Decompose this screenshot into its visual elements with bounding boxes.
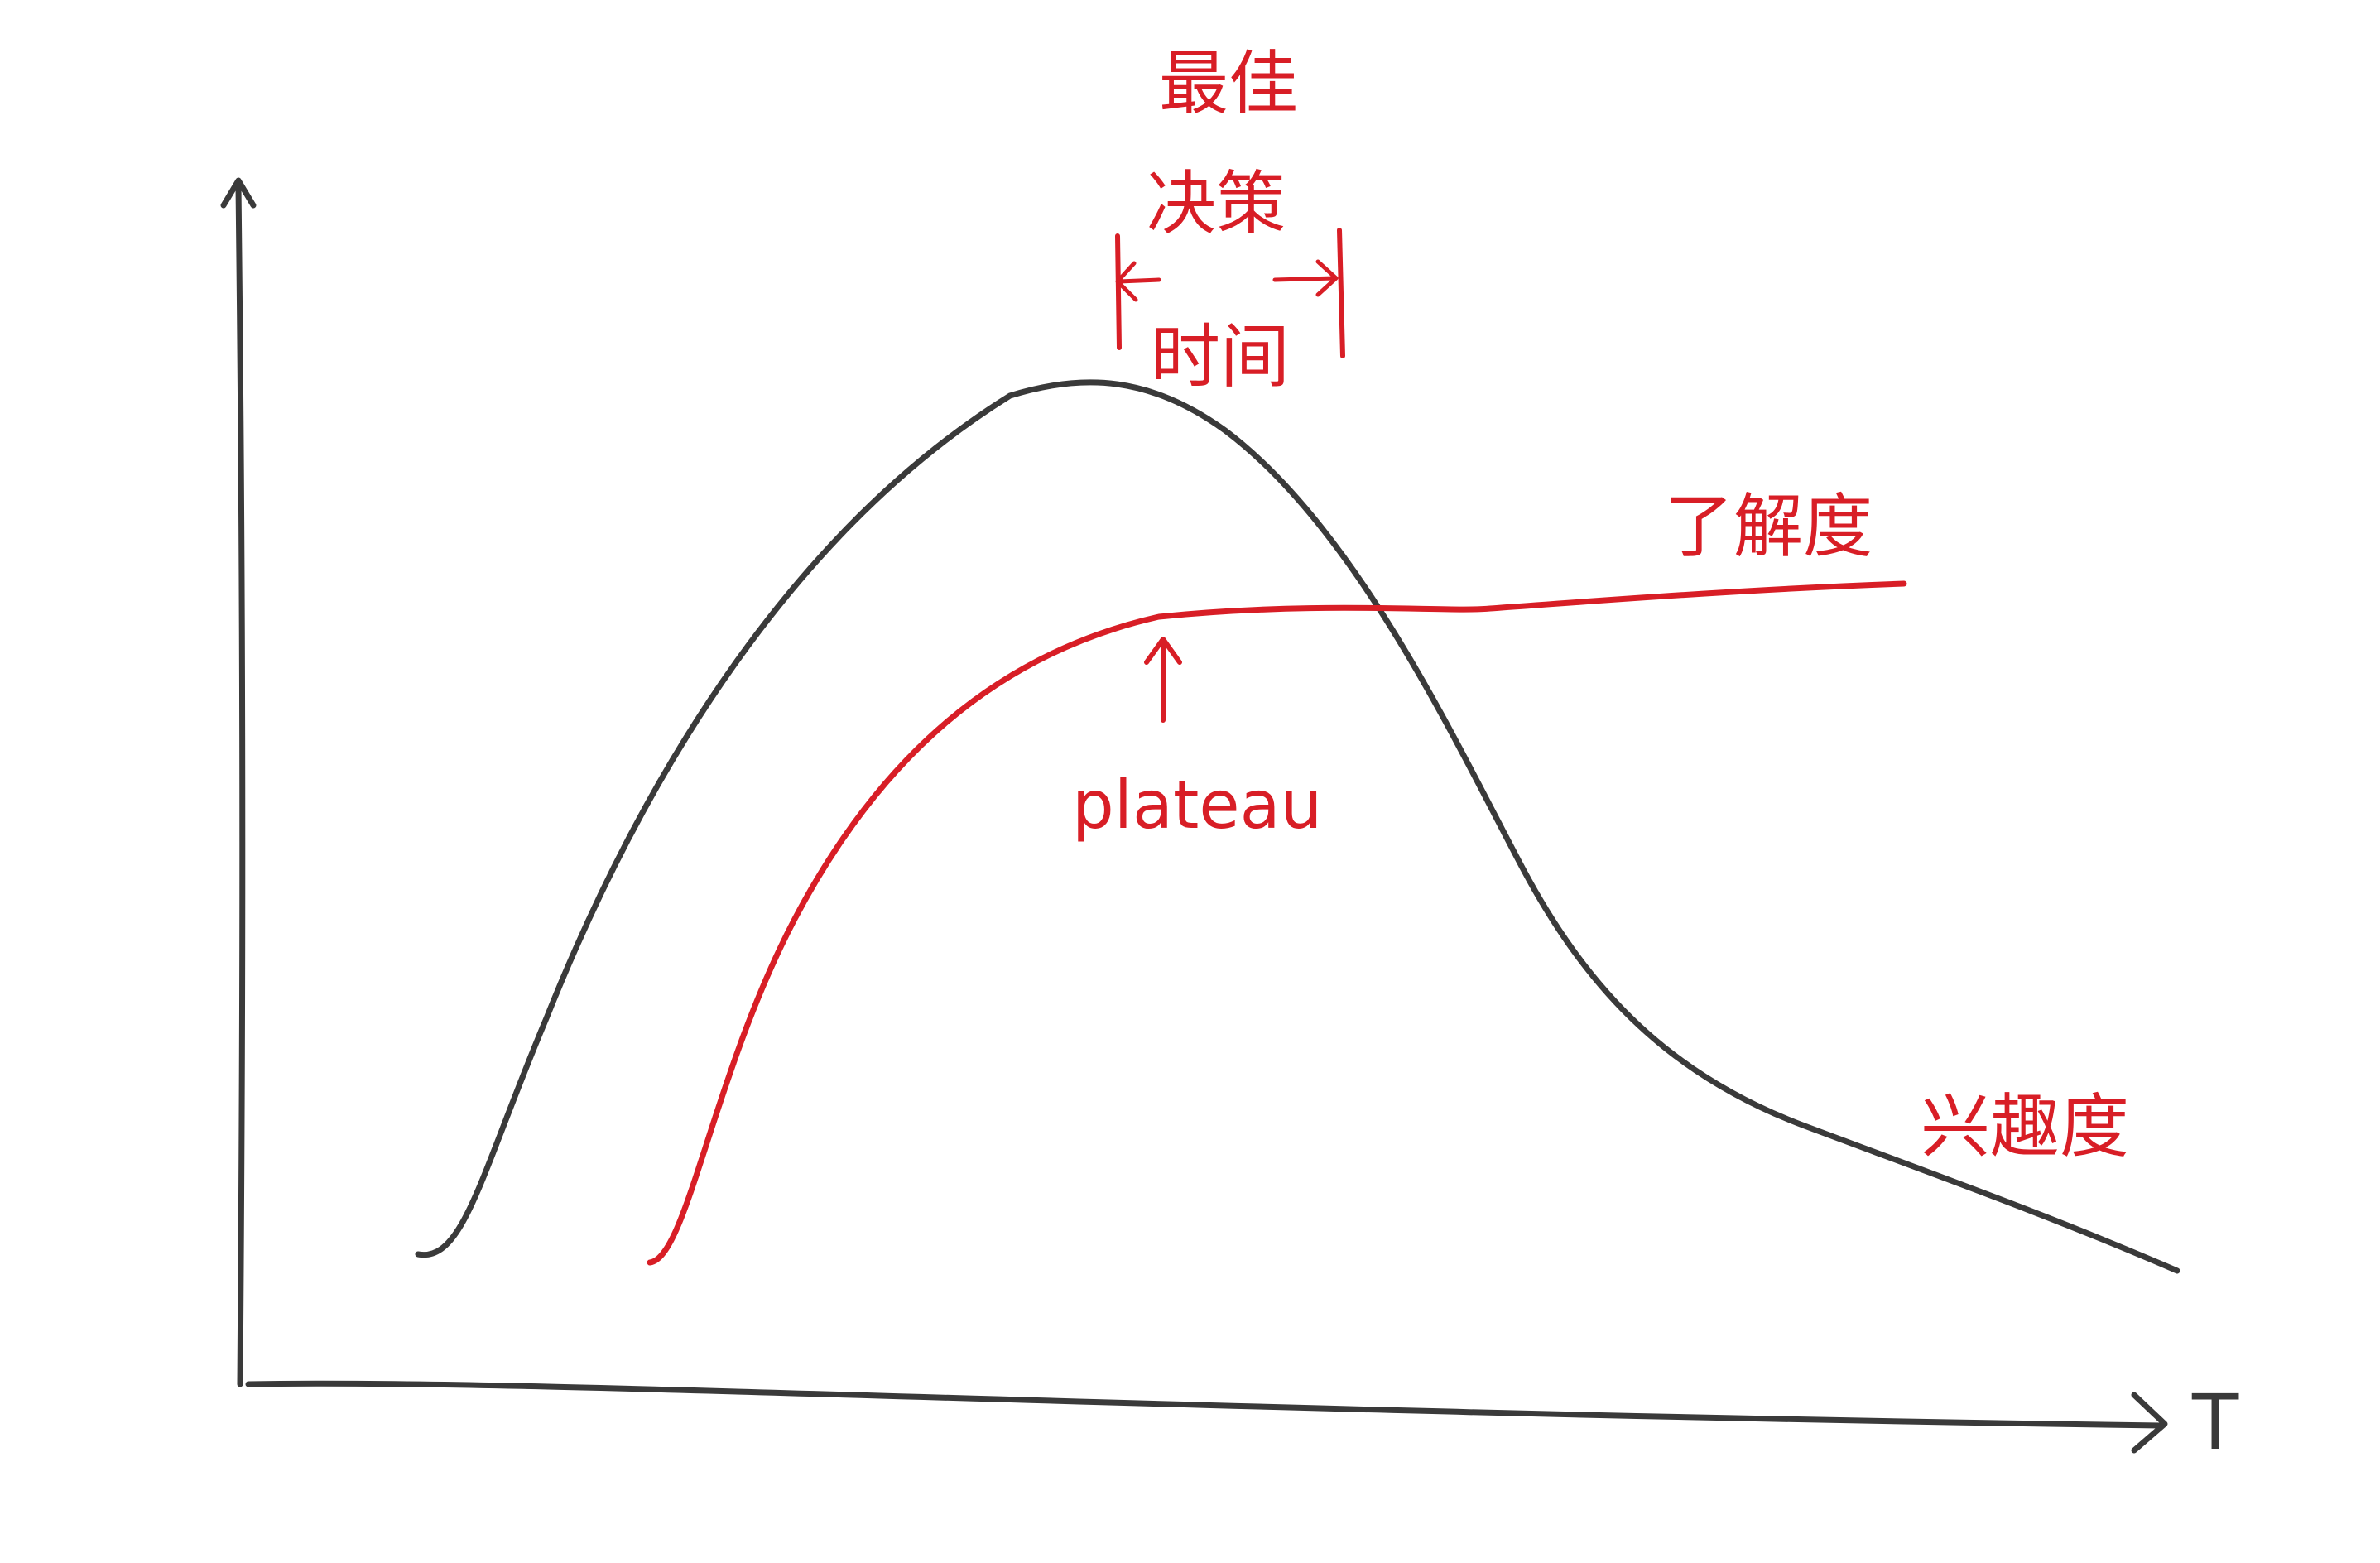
x-axis-arrowhead <box>2131 1392 2168 1454</box>
optimal-decision-label-line1: 最佳 <box>1159 43 1298 124</box>
optimal-time-right-bar <box>1337 228 1345 358</box>
x-axis <box>245 1380 2164 1429</box>
optimal-decision-label-line3: 时间 <box>1151 316 1290 397</box>
optimal-decision-label-line2: 决策 <box>1147 163 1286 244</box>
plateau-arrow <box>1144 637 1182 723</box>
x-axis-label: T <box>2191 1378 2239 1467</box>
optimal-time-right-arrow <box>1272 259 1339 297</box>
optimal-time-left-bar <box>1115 233 1122 350</box>
understanding-curve <box>647 580 1907 1266</box>
interest-curve <box>415 379 2180 1274</box>
y-axis-arrowhead <box>220 177 257 209</box>
y-axis <box>235 183 246 1387</box>
understanding-label: 了解度 <box>1664 486 1873 567</box>
interest-label: 兴趣度 <box>1921 1086 2129 1167</box>
plateau-label: plateau <box>1072 767 1322 844</box>
optimal-time-left-arrow <box>1115 261 1161 302</box>
